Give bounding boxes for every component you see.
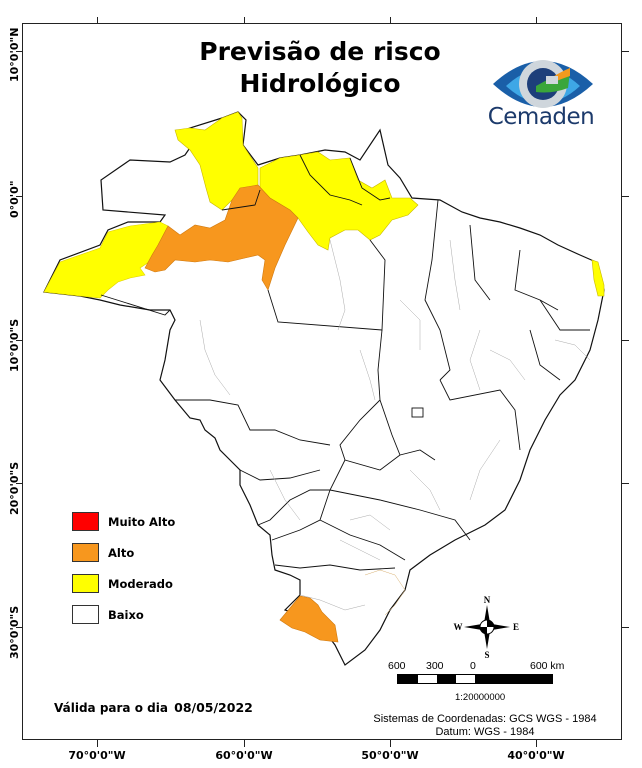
- tick-right: [622, 627, 629, 628]
- lat-label: 10°0'0"N: [8, 27, 21, 82]
- lon-label: 70°0'0"W: [68, 749, 126, 762]
- lat-label: 10°0'0"S: [8, 318, 21, 372]
- legend-label: Muito Alto: [108, 514, 176, 529]
- tick-top: [536, 17, 537, 24]
- page-title: Previsão de risco Hidrológico: [150, 36, 490, 100]
- legend-label: Baixo: [108, 607, 144, 622]
- map-frame: [22, 23, 622, 740]
- scale-ratio: 1:20000000: [455, 692, 506, 703]
- tick-bottom: [97, 740, 98, 747]
- legend-item-muito-alto: Muito Alto: [72, 506, 175, 537]
- tick-right: [622, 51, 629, 52]
- tick-left: [16, 483, 23, 484]
- legend-swatch: [72, 512, 99, 531]
- state-borders: [100, 154, 590, 571]
- tick-top: [244, 17, 245, 24]
- tick-bottom: [390, 740, 391, 747]
- scale-bar-graphic: [397, 674, 553, 684]
- tick-bottom: [244, 740, 245, 747]
- alert-subregion-borders: [364, 569, 406, 616]
- region-alto-rs: [279, 595, 339, 643]
- compass-n: N: [484, 595, 491, 605]
- legend-item-moderado: Moderado: [72, 568, 175, 599]
- region-moderado-east: [591, 259, 605, 297]
- tick-left: [16, 340, 23, 341]
- logo-text: Cemaden: [487, 104, 595, 130]
- title-line-1: Previsão de risco: [199, 37, 441, 66]
- legend: Muito Alto Alto Moderado Baixo: [72, 506, 175, 630]
- compass-w: W: [454, 622, 463, 632]
- legend-swatch: [72, 574, 99, 593]
- datum-text: Datum: WGS - 1984: [435, 726, 535, 738]
- lon-label: 50°0'0"W: [361, 749, 419, 762]
- legend-swatch: [72, 605, 99, 624]
- title-line-2: Hidrológico: [239, 69, 401, 98]
- compass-rose-icon: N S W E: [454, 595, 520, 660]
- legend-label: Moderado: [108, 576, 173, 591]
- scale-label: 0: [470, 660, 476, 672]
- validity-text: Válida para o dia 08/05/2022: [54, 700, 253, 715]
- tick-bottom: [536, 740, 537, 747]
- compass-e: E: [513, 622, 519, 632]
- tick-right: [622, 196, 629, 197]
- tick-left: [16, 51, 23, 52]
- lat-label: 30°0'0"S: [8, 605, 21, 659]
- validity-label: Válida para o dia: [54, 701, 168, 715]
- scale-label: 600: [388, 660, 406, 672]
- region-borders: [199, 239, 591, 611]
- lat-label: 0°0'0": [8, 180, 21, 218]
- tick-left: [16, 196, 23, 197]
- legend-item-alto: Alto: [72, 537, 175, 568]
- scale-bar: 600 300 0 600 km: [388, 660, 568, 684]
- validity-date: 08/05/2022: [174, 700, 253, 715]
- brazil-risk-map: [43, 111, 605, 666]
- tick-right: [622, 483, 629, 484]
- tick-top: [390, 17, 391, 24]
- lon-label: 40°0'0"W: [507, 749, 565, 762]
- tick-top: [97, 17, 98, 24]
- region-alto-amazonas: [144, 184, 299, 291]
- region-moderado-north: [259, 151, 419, 251]
- scale-label: 300: [426, 660, 444, 672]
- legend-swatch: [72, 543, 99, 562]
- lat-label: 20°0'0"S: [8, 461, 21, 515]
- coordinate-system: Sistemas de Coordenadas: GCS WGS - 1984 …: [350, 713, 620, 739]
- legend-item-baixo: Baixo: [72, 599, 175, 630]
- lon-label: 60°0'0"W: [215, 749, 273, 762]
- tick-left: [16, 627, 23, 628]
- eye-logo-icon: [493, 60, 593, 108]
- tick-right: [622, 340, 629, 341]
- compass-s: S: [484, 650, 489, 660]
- scale-label: 600 km: [530, 660, 565, 672]
- coordinate-system-text: Sistemas de Coordenadas: GCS WGS - 1984: [373, 713, 597, 725]
- legend-label: Alto: [108, 545, 135, 560]
